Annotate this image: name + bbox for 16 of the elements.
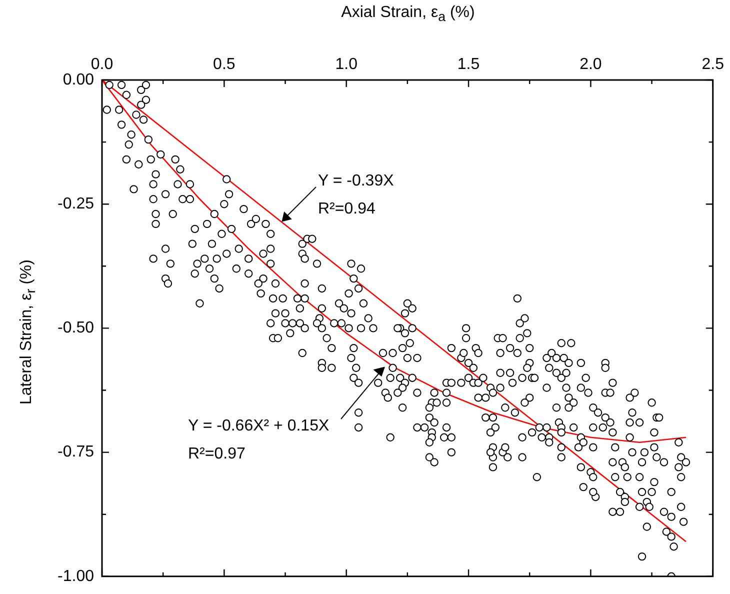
y-tick-label: -1.00: [58, 568, 94, 585]
x-tick-label: 0.0: [90, 56, 114, 73]
x-tick-label: 2.5: [702, 56, 724, 73]
x-tick-label: 1.0: [335, 56, 358, 73]
annotation: R²=0.94: [318, 200, 376, 218]
x-axis-title: Axial Strain, ε$_{a}$ (%): [341, 4, 475, 24]
x-tick-label: 1.5: [457, 56, 480, 73]
annotation: Y = -0.39X: [318, 172, 394, 190]
annotation: R²=0.97: [188, 445, 246, 462]
y-tick-label: 0.00: [62, 71, 94, 88]
y-tick-label: -0.25: [58, 196, 94, 213]
annotation: Y = -0.66X² + 0.15X: [188, 417, 330, 434]
y-tick-label: -0.50: [58, 320, 94, 337]
y-tick-label: -0.75: [58, 444, 94, 461]
x-tick-label: 2.0: [580, 56, 602, 73]
x-tick-label: 0.5: [213, 56, 236, 73]
